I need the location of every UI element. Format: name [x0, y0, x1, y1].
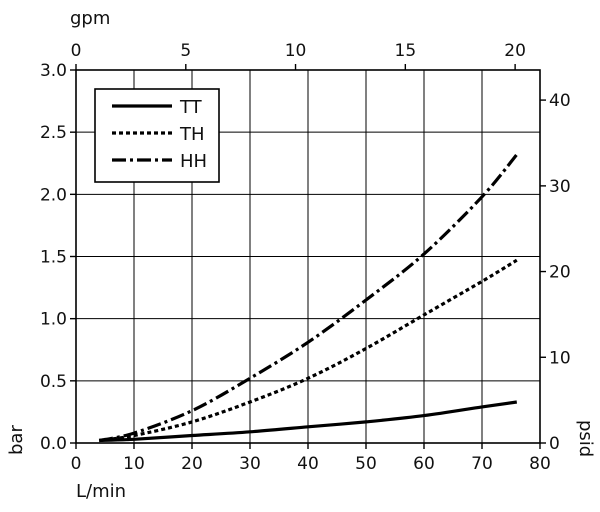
y2-tick-label: 30 [549, 177, 571, 197]
x-tick-label: 20 [181, 454, 203, 474]
x2-tick-label: 5 [180, 41, 191, 61]
curves [98, 153, 519, 443]
legend-label-tt: TT [179, 97, 203, 118]
y-tick-label: 3.0 [40, 61, 67, 81]
x-tick-label: 50 [355, 454, 377, 474]
y-tick-label: 0.5 [40, 372, 67, 392]
x2-axis-ticks: 0 5 10 15 20 [71, 41, 526, 70]
series-line-hh [98, 153, 519, 443]
x-axis-ticks: 0 10 20 30 40 50 60 70 80 [71, 443, 551, 474]
x-axis-label: L/min [76, 481, 126, 502]
series-line-tt [99, 400, 518, 443]
y2-axis-ticks: 0 10 20 30 40 [540, 91, 571, 454]
y-tick-label: 2.5 [40, 123, 67, 143]
x-tick-label: 40 [297, 454, 319, 474]
y2-tick-label: 40 [549, 91, 571, 111]
y2-tick-label: 10 [549, 348, 571, 368]
x-tick-label: 0 [71, 454, 82, 474]
x2-axis-label: gpm [70, 8, 110, 29]
x2-tick-label: 20 [504, 41, 526, 61]
x2-tick-label: 10 [285, 41, 307, 61]
legend-label-th: TH [179, 124, 205, 145]
y2-tick-label: 0 [549, 434, 560, 454]
x-tick-label: 60 [413, 454, 435, 474]
x2-tick-label: 15 [395, 41, 417, 61]
x-tick-label: 80 [529, 454, 551, 474]
y-axis-label: bar [6, 425, 27, 455]
y-tick-label: 1.0 [40, 310, 67, 330]
x-tick-label: 30 [239, 454, 261, 474]
y-tick-label: 2.0 [40, 185, 67, 205]
y-tick-label: 1.5 [40, 248, 67, 268]
legend: TT TH HH [94, 88, 220, 183]
y2-axis-label: psid [575, 420, 596, 457]
y2-tick-label: 20 [549, 263, 571, 283]
x-tick-label: 70 [471, 454, 493, 474]
legend-label-hh: HH [180, 151, 207, 172]
y-tick-label: 0.0 [40, 434, 67, 454]
x-tick-label: 10 [123, 454, 145, 474]
x2-tick-label: 0 [71, 41, 82, 61]
y-axis-ticks: 0.0 0.5 1.0 1.5 2.0 2.5 3.0 [40, 61, 76, 454]
